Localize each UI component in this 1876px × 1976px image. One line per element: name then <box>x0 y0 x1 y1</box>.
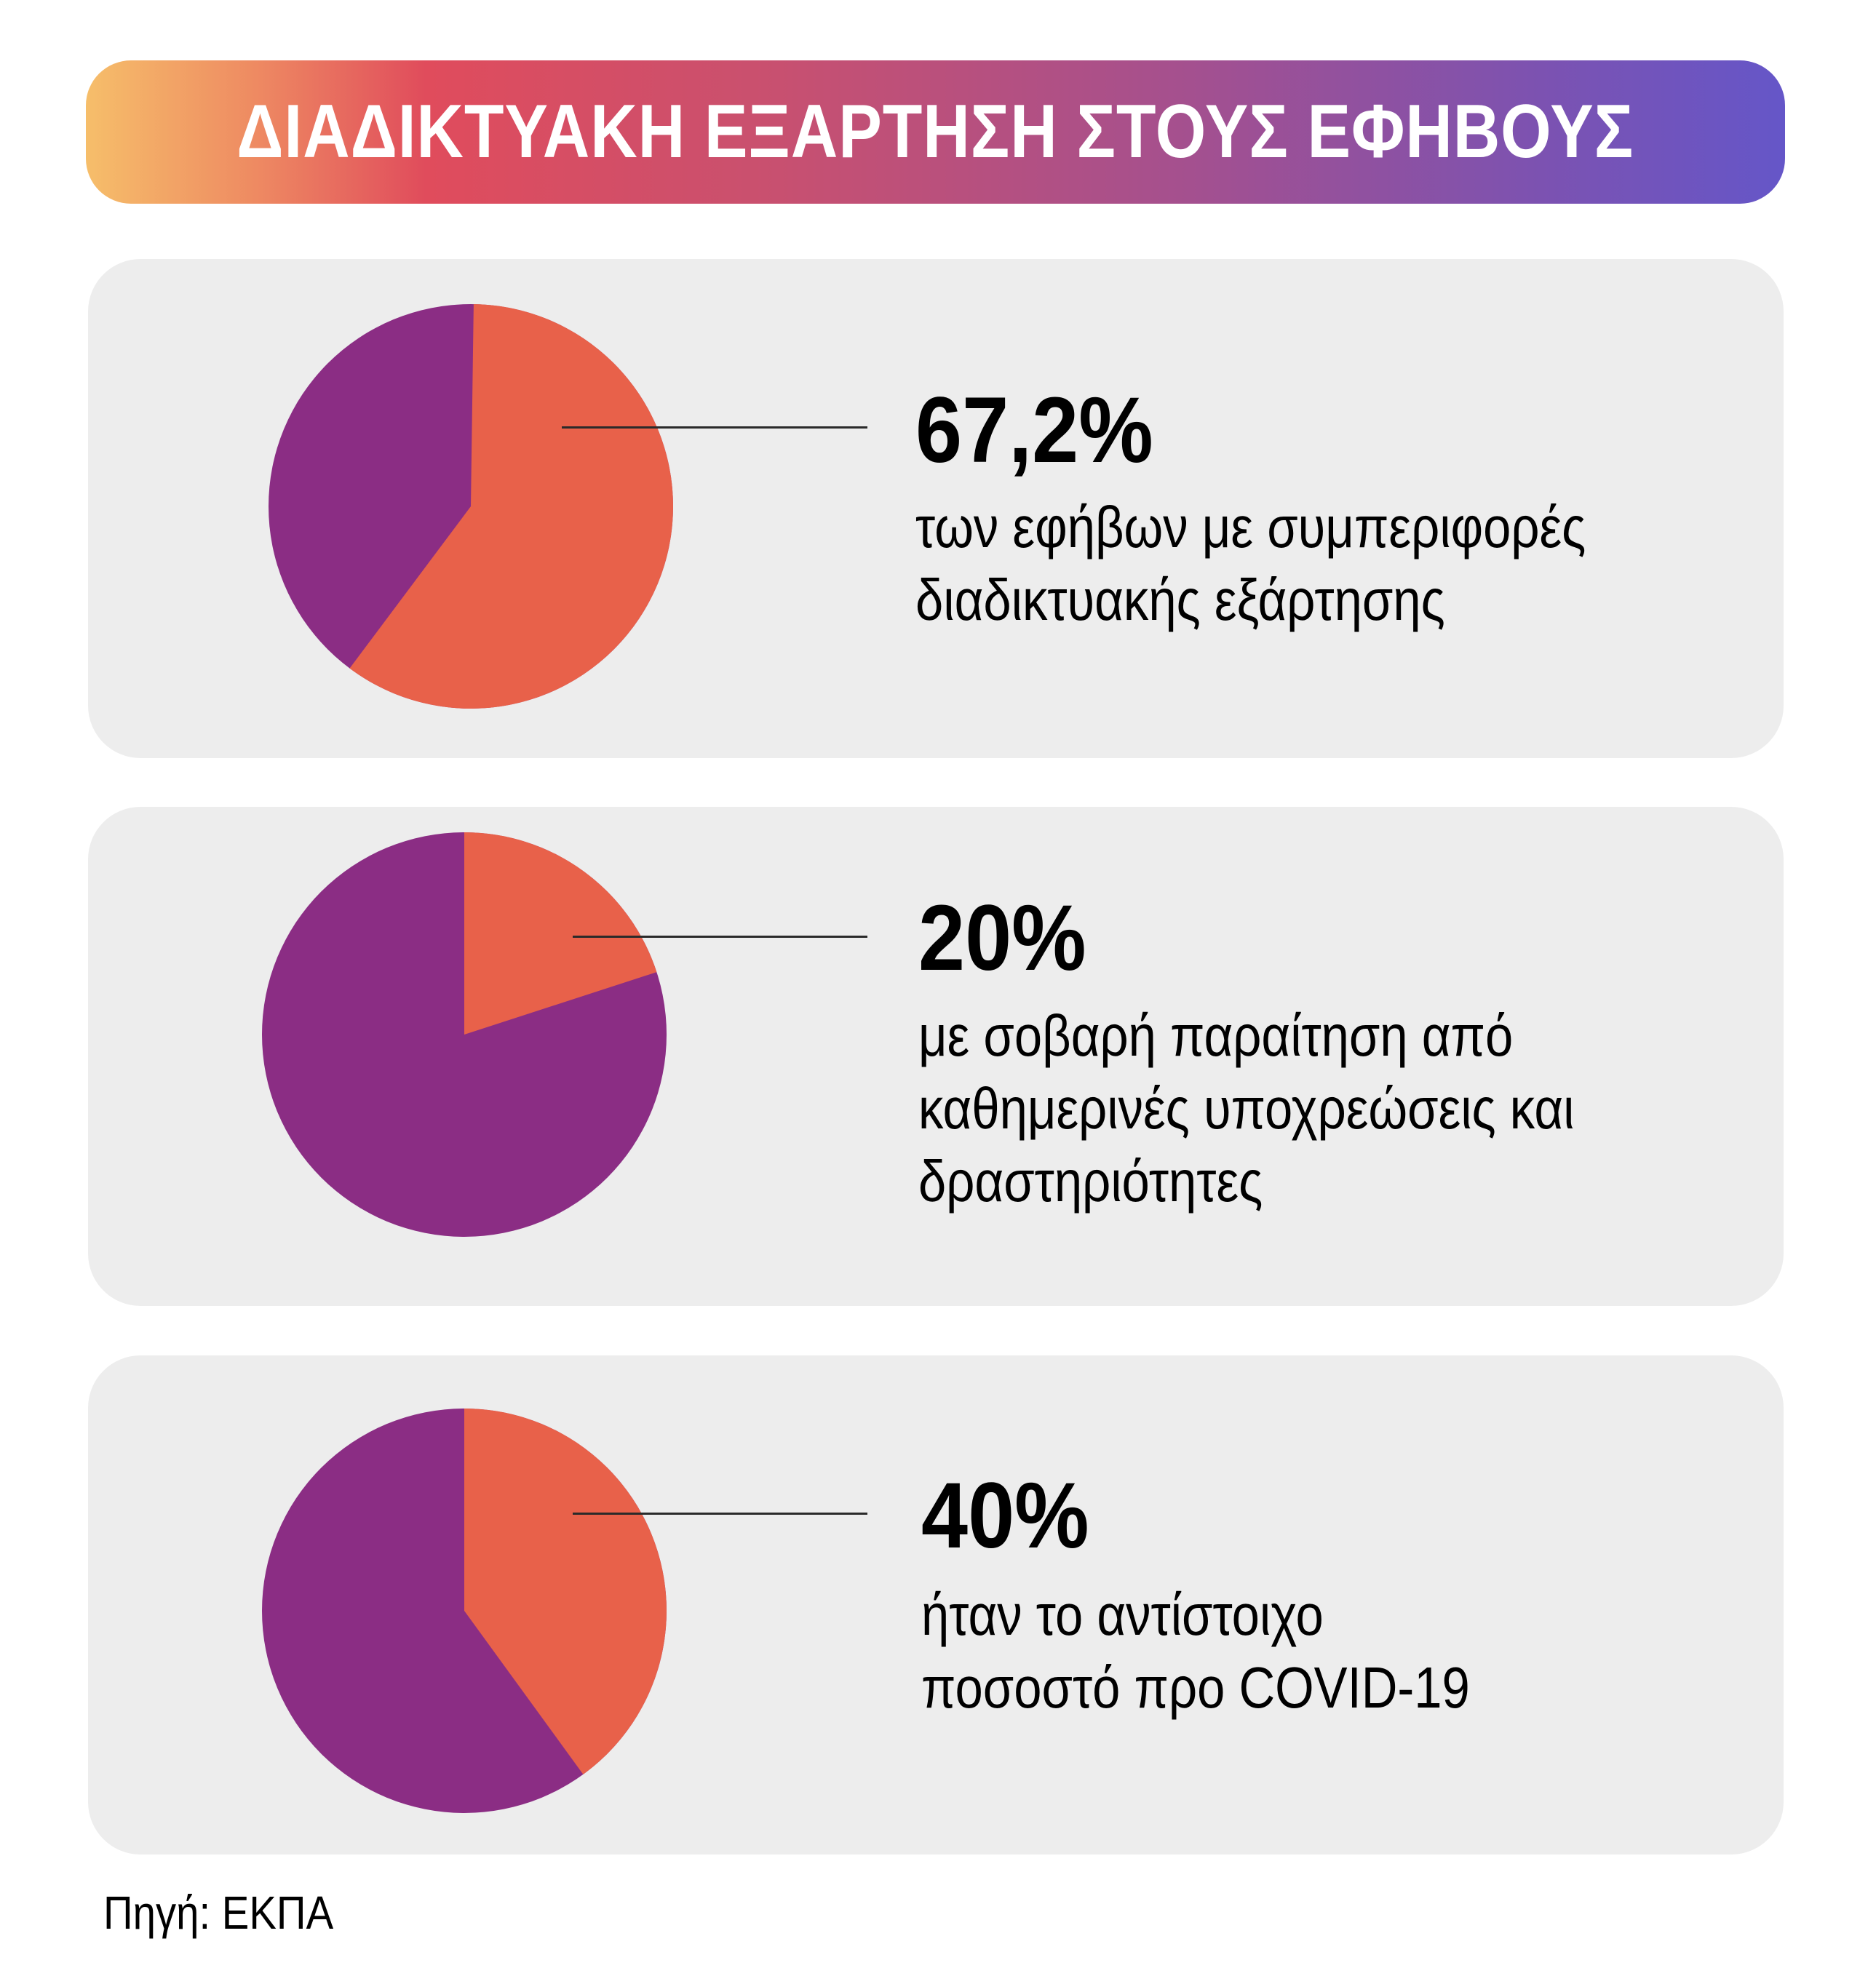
stat-description-2: με σοβαρή παραίτηση από καθημερινές υποχ… <box>918 1000 1574 1218</box>
pie-chart-1 <box>269 304 673 709</box>
infographic-title: ΔΙΑΔΙΚΤΥΑΚΗ ΕΞΑΡΤΗΣΗ ΣΤΟΥΣ ΕΦΗΒΟΥΣ <box>237 89 1634 174</box>
leader-line-1 <box>562 426 867 429</box>
stat-description-line: με σοβαρή παραίτηση από <box>918 1003 1514 1068</box>
stat-value-1: 67,2% <box>915 378 1153 482</box>
stat-description-3: ήταν το αντίστοιχο ποσοστό προ COVID-19 <box>921 1579 1470 1724</box>
stat-description-line: ήταν το αντίστοιχο <box>921 1582 1324 1647</box>
leader-line-3 <box>573 1513 867 1515</box>
stat-description-line: διαδικτυακής εξάρτησης <box>915 567 1445 632</box>
stat-value-3: 40% <box>921 1464 1089 1568</box>
stat-description-line: των εφήβων με συμπεριφορές <box>915 495 1586 559</box>
stat-description-line: δραστηριότητες <box>918 1149 1263 1214</box>
pie-slice-highlight <box>464 832 657 1035</box>
pie-slice-highlight <box>349 304 673 709</box>
stat-description-line: καθημερινές υποχρεώσεις και <box>918 1076 1575 1141</box>
stat-description-line: ποσοστό προ COVID-19 <box>921 1655 1470 1720</box>
stat-description-1: των εφήβων με συμπεριφορές διαδικτυακής … <box>915 491 1586 637</box>
pie-slice-highlight <box>464 1409 667 1774</box>
leader-line-2 <box>573 936 867 938</box>
pie-chart-3 <box>262 1409 667 1813</box>
title-banner: ΔΙΑΔΙΚΤΥΑΚΗ ΕΞΑΡΤΗΣΗ ΣΤΟΥΣ ΕΦΗΒΟΥΣ <box>86 60 1785 204</box>
stat-value-2: 20% <box>918 886 1086 990</box>
source-credit: Πηγή: ΕΚΠΑ <box>103 1887 334 1939</box>
pie-chart-2 <box>262 832 667 1237</box>
